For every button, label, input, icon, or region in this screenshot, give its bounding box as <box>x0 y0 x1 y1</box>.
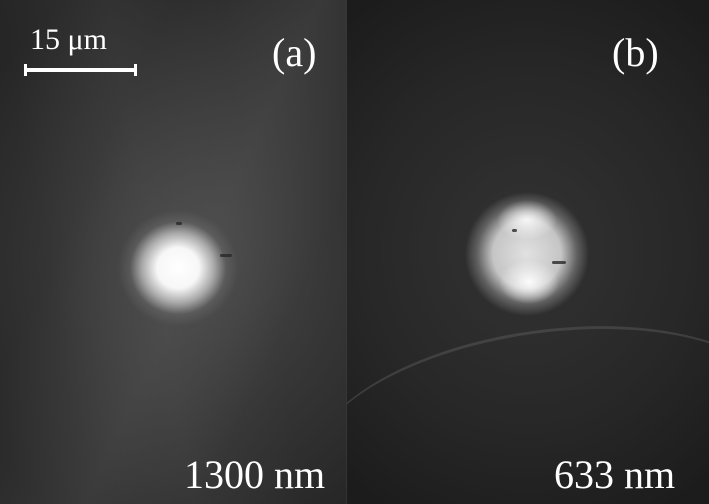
dust-speck <box>512 229 517 232</box>
panel-b-wavelength: 633 nm <box>554 452 676 497</box>
scale-bar <box>24 64 137 76</box>
dust-speck <box>220 254 232 257</box>
panel-b-image <box>347 0 709 504</box>
dust-speck <box>176 222 182 225</box>
panel-a-label: (a) <box>272 30 317 75</box>
panel-divider <box>346 0 347 504</box>
panel-a-wavelength: 1300 nm <box>184 452 326 497</box>
panel-b-label: (b) <box>612 30 659 75</box>
dust-speck <box>552 261 566 264</box>
panel-a-image <box>0 0 347 504</box>
scale-bar-label: 15 μm <box>30 23 107 56</box>
